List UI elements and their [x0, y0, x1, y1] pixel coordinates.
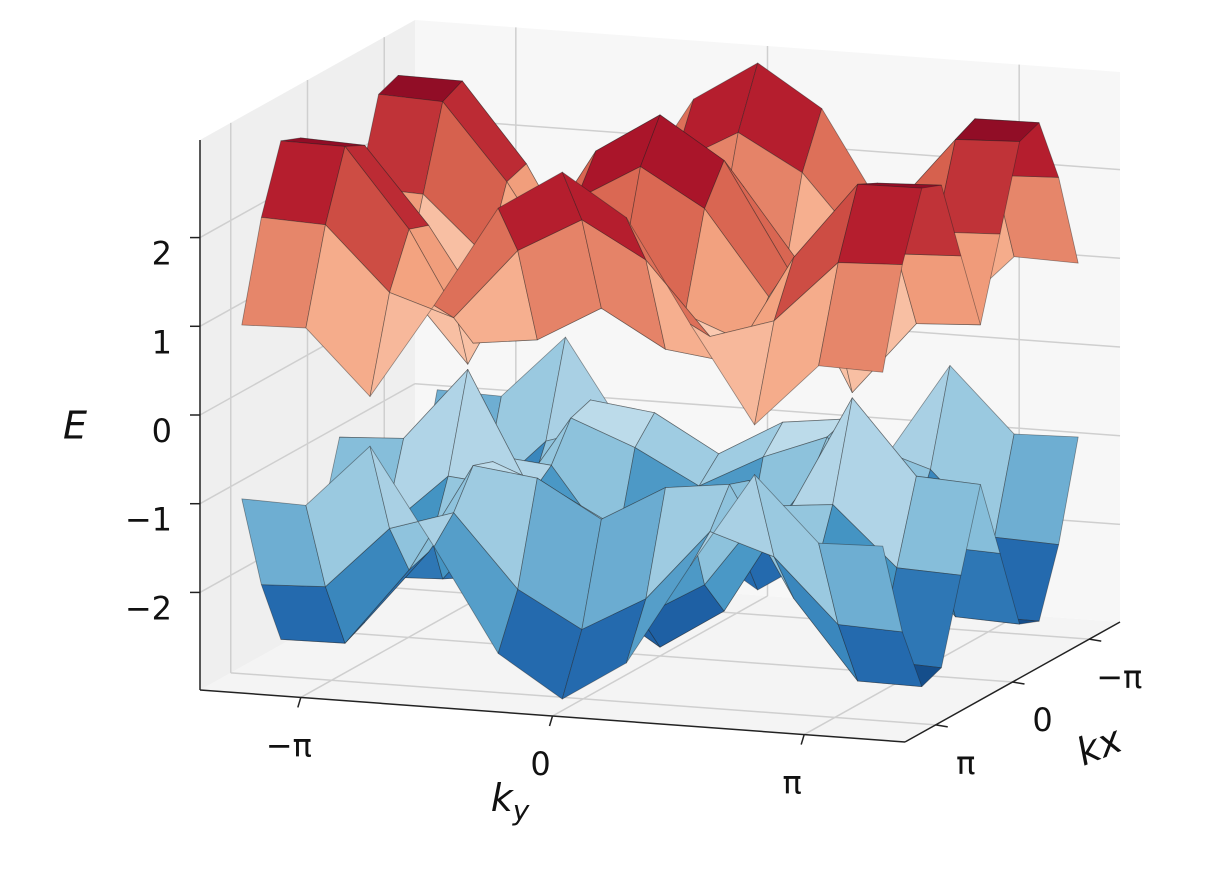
z-tick-label: 0	[152, 412, 172, 450]
z-tick-label: 2	[152, 235, 172, 273]
x-tick-label: −π	[1096, 658, 1142, 696]
y-tick-label: −π	[266, 726, 312, 764]
axis-line	[904, 621, 1121, 743]
z-tick-label: −2	[125, 589, 172, 627]
z-tick-label: 1	[152, 323, 172, 361]
surface	[241, 62, 1079, 700]
y-tick	[548, 715, 554, 727]
x-axis-label: kx	[1070, 717, 1128, 775]
y-label-base: k	[491, 776, 515, 820]
z-tick-label: −1	[125, 501, 172, 539]
axes: −π 0 π −π 0 π −2 −1 0 1 2	[125, 140, 1142, 802]
z-axis-label: E	[63, 404, 87, 448]
x-tick-label: 0	[1032, 701, 1052, 739]
x-tick	[1012, 681, 1025, 685]
y-tick-label: 0	[530, 745, 550, 783]
axis-line	[199, 689, 906, 743]
x-tick-label: π	[956, 744, 975, 782]
y-tick	[297, 697, 302, 708]
grid-line	[199, 383, 416, 505]
y-tick-label: π	[783, 764, 802, 802]
y-tick	[800, 734, 805, 745]
y-label-sub: y	[512, 794, 530, 827]
surface-patch	[818, 262, 903, 373]
x-tick	[1089, 638, 1102, 642]
x-tick	[935, 724, 948, 728]
y-axis-label: ky	[491, 776, 530, 828]
surface-patch	[818, 542, 903, 633]
grid-line	[230, 672, 936, 726]
